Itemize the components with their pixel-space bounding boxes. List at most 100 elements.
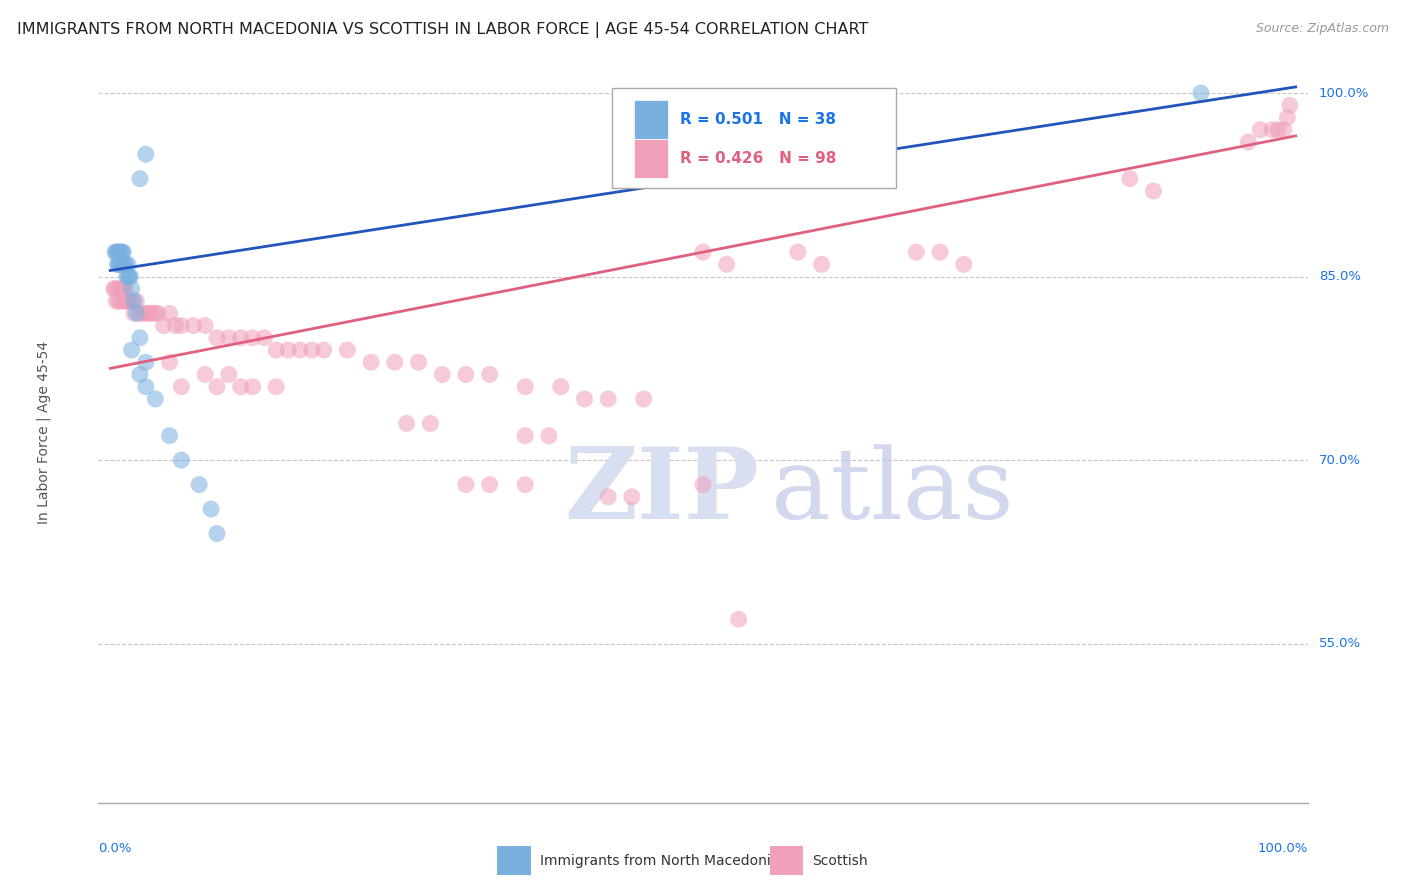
Point xyxy=(242,380,264,394)
Point xyxy=(478,368,501,382)
Point xyxy=(229,380,252,394)
Point xyxy=(188,477,211,491)
Point xyxy=(727,612,749,626)
FancyBboxPatch shape xyxy=(613,88,897,188)
Point xyxy=(384,355,406,369)
Point xyxy=(117,257,139,271)
Point xyxy=(146,306,169,320)
Point xyxy=(598,490,620,504)
Point xyxy=(1142,184,1164,198)
Point xyxy=(159,355,181,369)
Point xyxy=(110,245,132,260)
Point xyxy=(170,380,193,394)
Point xyxy=(288,343,311,357)
Point xyxy=(537,428,560,442)
Point xyxy=(1237,135,1260,149)
Point xyxy=(1267,122,1289,136)
Point xyxy=(395,417,418,431)
Point xyxy=(110,294,132,309)
Point xyxy=(105,245,128,260)
Point xyxy=(105,282,128,296)
Point xyxy=(165,318,187,333)
Point xyxy=(120,269,142,284)
Point xyxy=(929,245,952,260)
Text: 55.0%: 55.0% xyxy=(1319,637,1361,650)
Point xyxy=(692,477,714,491)
Point xyxy=(143,306,166,320)
Point xyxy=(1261,122,1284,136)
Point xyxy=(181,318,204,333)
Point xyxy=(1272,122,1295,136)
Point xyxy=(432,368,454,382)
Text: Immigrants from North Macedonia: Immigrants from North Macedonia xyxy=(540,854,779,868)
Point xyxy=(125,306,148,320)
Text: Source: ZipAtlas.com: Source: ZipAtlas.com xyxy=(1256,22,1389,36)
Text: 0.0%: 0.0% xyxy=(98,842,132,855)
Point xyxy=(143,392,166,406)
Bar xyxy=(634,139,668,178)
Point xyxy=(121,282,143,296)
Point xyxy=(1277,111,1299,125)
Point xyxy=(620,490,643,504)
Point xyxy=(138,306,160,320)
Bar xyxy=(634,100,668,138)
Point xyxy=(107,294,129,309)
Point xyxy=(194,318,217,333)
Point xyxy=(218,368,240,382)
Text: atlas: atlas xyxy=(770,444,1014,540)
Point xyxy=(478,477,501,491)
Point xyxy=(159,306,181,320)
Point xyxy=(105,294,128,309)
Point xyxy=(515,380,537,394)
Point xyxy=(122,306,145,320)
Point xyxy=(515,428,537,442)
Point xyxy=(118,269,141,284)
Point xyxy=(112,257,135,271)
Point xyxy=(905,245,928,260)
Point xyxy=(111,245,134,260)
Point xyxy=(952,257,974,271)
Point xyxy=(112,245,135,260)
Point xyxy=(110,257,132,271)
Text: In Labor Force | Age 45-54: In Labor Force | Age 45-54 xyxy=(37,341,51,524)
Point xyxy=(598,392,620,406)
Point xyxy=(716,257,738,271)
Point xyxy=(229,331,252,345)
Point xyxy=(574,392,596,406)
Text: ZIP: ZIP xyxy=(564,443,759,541)
Point xyxy=(200,502,222,516)
Point xyxy=(550,380,572,394)
Point xyxy=(129,306,152,320)
Point xyxy=(135,380,157,394)
Point xyxy=(264,380,287,394)
Point xyxy=(107,245,129,260)
Point xyxy=(105,257,128,271)
Point xyxy=(132,306,155,320)
Point xyxy=(170,453,193,467)
Point xyxy=(103,282,125,296)
Point xyxy=(114,257,136,271)
Point xyxy=(786,245,808,260)
Text: R = 0.426   N = 98: R = 0.426 N = 98 xyxy=(681,151,837,166)
Point xyxy=(104,282,127,296)
Point xyxy=(121,343,143,357)
Point xyxy=(107,257,129,271)
Point xyxy=(205,380,228,394)
Point xyxy=(125,294,148,309)
Point xyxy=(1278,98,1301,112)
Text: 85.0%: 85.0% xyxy=(1319,270,1361,283)
Text: 100.0%: 100.0% xyxy=(1257,842,1308,855)
Point xyxy=(108,245,131,260)
Point xyxy=(118,294,141,309)
Point xyxy=(114,282,136,296)
Point xyxy=(242,331,264,345)
Point xyxy=(1119,171,1142,186)
Bar xyxy=(769,847,803,875)
Point xyxy=(633,392,655,406)
Point xyxy=(218,331,240,345)
Point xyxy=(1189,86,1212,100)
Point xyxy=(152,318,174,333)
Point xyxy=(408,355,430,369)
Point xyxy=(114,294,136,309)
Point xyxy=(129,331,152,345)
